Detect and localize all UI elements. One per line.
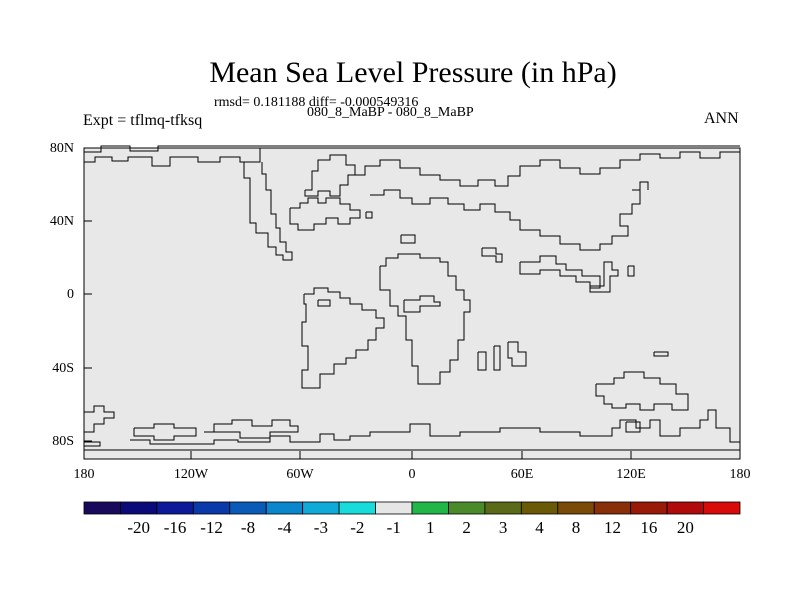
rmsd-diff-stats: rmsd= 0.181188 diff= -0.000549316 — [214, 95, 419, 110]
expt-label: Expt = tflmq-tfksq — [83, 112, 203, 129]
colorbar-swatch — [703, 501, 741, 515]
colorbar-label: -2 — [350, 518, 365, 537]
colorbar-label: -8 — [240, 518, 256, 537]
colorbar-label: -12 — [200, 518, 223, 537]
x-tick-label: 120E — [616, 467, 646, 482]
colorbar-swatch — [666, 501, 704, 515]
experiment-subtitle: 080_8_MaBP - 080_8_MaBP — [307, 105, 474, 120]
colorbar-label: 4 — [535, 518, 544, 537]
colorbar-label: 12 — [603, 518, 621, 537]
colorbar — [83, 501, 741, 515]
colorbar-swatch — [229, 501, 267, 515]
colorbar-swatch — [411, 501, 449, 515]
colorbar-label: 2 — [462, 518, 471, 537]
colorbar-label: 8 — [571, 518, 581, 537]
colorbar-label: 20 — [676, 518, 694, 537]
y-tick-label: 40S — [52, 361, 74, 376]
y-tick-label: 40N — [49, 214, 74, 229]
x-tick-label: 60E — [510, 467, 534, 482]
map-background — [83, 147, 741, 460]
colorbar-swatch — [448, 501, 486, 515]
colorbar-label: -20 — [127, 518, 150, 537]
x-tick-label: 0 — [408, 467, 416, 482]
colorbar-swatch — [375, 501, 413, 515]
coastlines — [83, 145, 740, 451]
y-tick-label: 0 — [67, 287, 74, 302]
axis-ticks — [83, 147, 741, 459]
colorbar-swatch — [302, 501, 340, 515]
colorbar-label: -1 — [386, 518, 401, 537]
colorbar-swatch — [265, 501, 304, 515]
colorbar-swatch — [520, 501, 559, 515]
colorbar-swatch — [83, 501, 121, 515]
x-tick-label: 60W — [286, 467, 314, 482]
colorbar-label: 16 — [640, 518, 658, 537]
colorbar-swatch — [338, 501, 376, 515]
colorbar-swatch — [557, 501, 595, 515]
colorbar-label: -16 — [163, 518, 187, 537]
colorbar-swatch — [484, 501, 522, 515]
y-tick-label: 80S — [52, 434, 74, 449]
colorbar-swatch — [192, 501, 231, 515]
x-tick-label: 180 — [73, 467, 95, 482]
season-label: ANN — [704, 110, 739, 127]
x-tick-label: 120W — [173, 467, 209, 482]
colorbar-swatch — [120, 501, 158, 515]
colorbar-label: 1 — [425, 518, 435, 537]
colorbar-label: -4 — [277, 518, 292, 537]
x-tick-label: 180 — [729, 467, 751, 482]
plot-title: Mean Sea Level Pressure (in hPa) — [209, 56, 617, 89]
y-tick-label: 80N — [49, 141, 74, 156]
colorbar-swatch — [156, 501, 194, 515]
colorbar-label: -3 — [313, 518, 328, 537]
colorbar-label: 3 — [498, 518, 508, 537]
colorbar-swatch — [593, 501, 632, 515]
colorbar-swatch — [630, 501, 668, 515]
